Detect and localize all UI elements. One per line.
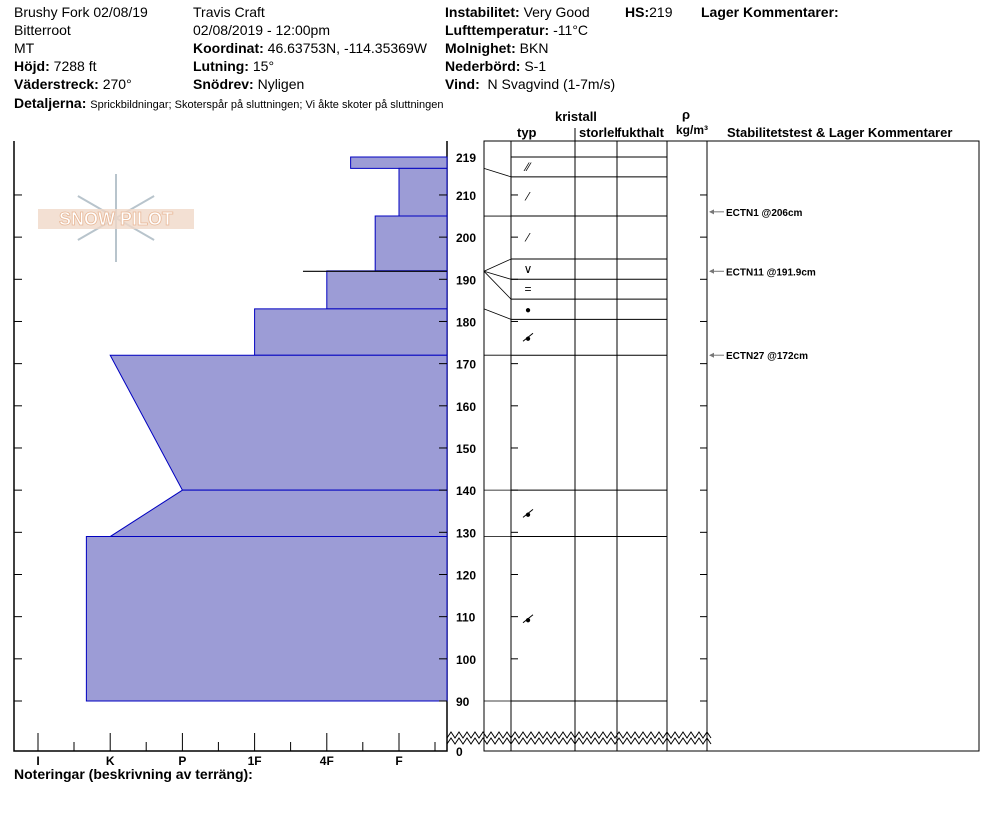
precip: Nederbörd: S-1 [445, 58, 547, 74]
range: Bitterroot [14, 22, 71, 38]
height-label: 110 [456, 611, 476, 625]
stability: Instabilitet: Very Good [445, 4, 590, 20]
layer-connector [483, 308, 512, 320]
axis-break [446, 737, 712, 745]
height-label: 210 [456, 189, 476, 203]
layer-connector [483, 271, 512, 300]
snow-height: HS:219 [625, 4, 673, 20]
layer-comments-label: Lager Kommentarer: [701, 4, 839, 20]
height-label: 170 [456, 358, 476, 372]
col-density-unit: kg/m³ [676, 123, 709, 137]
col-storlek: storlek [579, 125, 617, 140]
height-label: 100 [456, 653, 476, 667]
grain-precip-icon: ⁄ [524, 231, 531, 245]
grain-crust-icon: = [524, 282, 531, 296]
datetime: 02/08/2019 - 12:00pm [193, 22, 330, 38]
height-label: 180 [456, 315, 476, 329]
hardness-tick-label: F [395, 754, 402, 768]
col-stability: Stabilitetstest & Lager Kommentarer [727, 125, 953, 140]
grain-faceted-rounded-icon: ● [525, 509, 531, 520]
hardness-tick-label: K [106, 754, 115, 768]
height-label: 219 [456, 151, 476, 165]
hardness-layer-2 [374, 215, 448, 272]
height-label: 200 [456, 231, 476, 245]
height-label: 150 [456, 442, 476, 456]
height-label: 140 [456, 484, 476, 498]
hardness-tick-label: I [36, 754, 39, 768]
grain-slash [522, 508, 534, 518]
arrow-head-icon [709, 209, 714, 215]
axis-break [446, 731, 712, 739]
aspect: Väderstreck: 270° [14, 76, 132, 92]
hardness-layer-7 [85, 536, 448, 702]
grain-decomposing-icon: ⁄⁄ [523, 160, 532, 174]
hardness-layer-1 [398, 167, 448, 217]
hardness-layer-6 [108, 489, 448, 538]
hardness-tick-label: 4F [320, 754, 334, 768]
logo-text: SNOW PILOT [59, 209, 173, 229]
notes-label: Noteringar (beskrivning av terräng): [14, 766, 253, 782]
hardness-layer-0 [350, 156, 448, 169]
grain-precip-icon: ⁄ [524, 189, 531, 203]
hardness-tick-label: 1F [248, 754, 262, 768]
layer-connector [483, 168, 512, 178]
grain-slash [522, 332, 534, 342]
stability-test-label: ECTN1 @206cm [726, 208, 803, 219]
grain-faceted-rounded-icon: ● [525, 615, 531, 626]
layer-connector [483, 258, 512, 272]
coordinates: Koordinat: 46.63753N, -114.35369W [193, 40, 427, 56]
observer: Travis Craft [193, 4, 265, 20]
height-label: 0 [456, 745, 463, 759]
sky: Molnighet: BKN [445, 40, 549, 56]
slope: Lutning: 15° [193, 58, 275, 74]
arrow-head-icon [709, 352, 714, 358]
height-label: 130 [456, 526, 476, 540]
stability-test-label: ECTN11 @191.9cm [726, 267, 816, 278]
col-kristall: kristall [555, 109, 597, 124]
hardness-layer-4 [254, 308, 448, 356]
height-label: 90 [456, 695, 470, 709]
hardness-tick-label: P [178, 754, 186, 768]
hardness-layer-5 [109, 354, 448, 491]
elevation: Höjd: 7288 ft [14, 58, 97, 74]
logo-band [38, 209, 194, 229]
col-fukthalt: fukthalt [617, 125, 664, 140]
arrow-head-icon [709, 268, 714, 274]
air-temp: Lufttemperatur: -11°C [445, 22, 589, 38]
wind: Vind: N Svagvind (1-7m/s) [445, 76, 616, 92]
details: Detaljerna: Sprickbildningar; Skoterspår… [14, 95, 444, 111]
grain-slash [522, 614, 534, 624]
grain-faceted-rounded-icon: ● [525, 333, 531, 344]
layer-connector [483, 270, 512, 280]
col-typ: typ [517, 125, 537, 140]
state: MT [14, 40, 35, 56]
height-label: 160 [456, 400, 476, 414]
hardness-layer-3 [326, 270, 448, 310]
height-label: 120 [456, 568, 476, 582]
grid-frame [483, 140, 980, 752]
height-label: 190 [456, 273, 476, 287]
location: Brushy Fork 02/08/19 [14, 4, 148, 20]
wind-loading: Snödrev: Nyligen [193, 76, 305, 92]
col-rho: ρ [682, 107, 691, 122]
grain-surface-hoar-icon: ∨ [524, 262, 533, 276]
grain-rounded-icon: ● [525, 305, 531, 316]
stability-test-label: ECTN27 @172cm [726, 351, 808, 362]
